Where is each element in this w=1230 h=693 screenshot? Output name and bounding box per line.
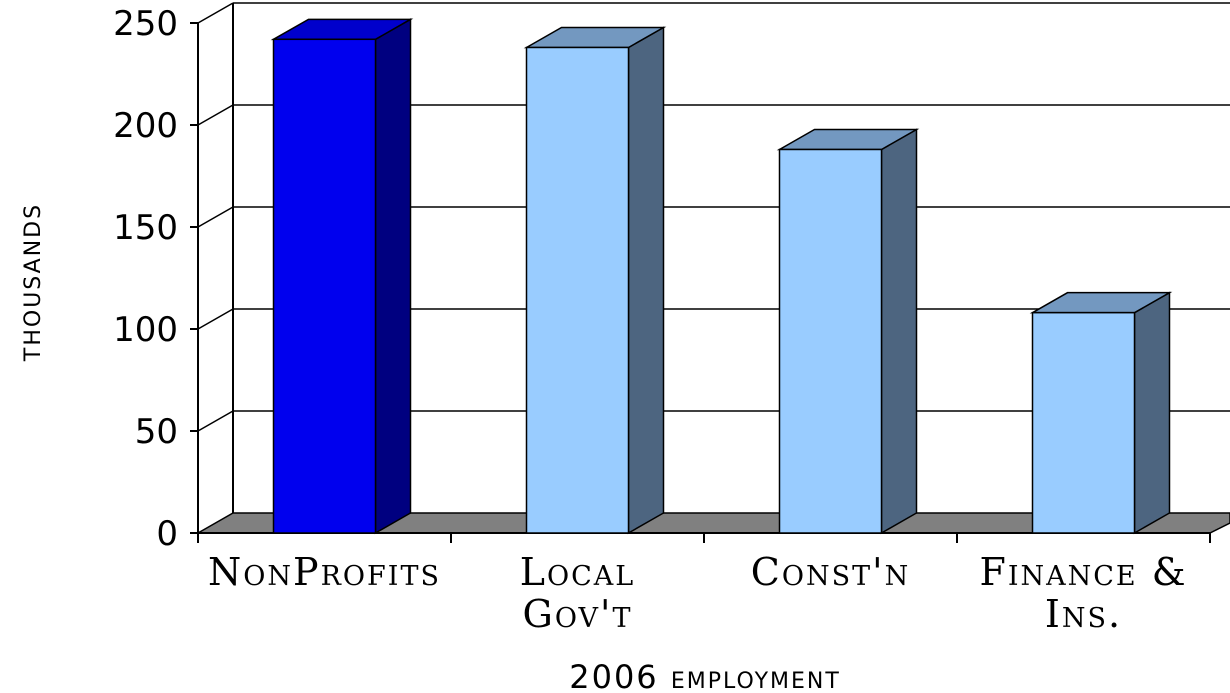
y-tick-label: 250 (113, 4, 178, 44)
bar-side (627, 26, 665, 535)
bar-front (778, 148, 883, 534)
bar (270, 18, 414, 535)
y-tick-label: 200 (113, 106, 178, 146)
y-tick-label: 100 (113, 310, 178, 350)
bar-front (1031, 311, 1136, 534)
gridline-side (197, 308, 234, 330)
bars (270, 18, 1173, 535)
x-category-label: Ins. (1045, 592, 1122, 636)
y-tick-label: 0 (156, 514, 178, 554)
bar (523, 26, 667, 535)
y-tick-labels: 0 50 100 150 200 250 (113, 4, 178, 554)
bar-side (374, 18, 412, 535)
x-category-label: Gov't (523, 592, 633, 636)
y-tick-label: 150 (113, 208, 178, 248)
bar-side (880, 128, 918, 535)
bar (776, 128, 920, 535)
gridline-side (197, 104, 234, 126)
x-category-label: Local (520, 550, 635, 594)
x-category-label: Finance & (979, 550, 1187, 594)
bar (1029, 291, 1173, 535)
bar-side (1133, 291, 1171, 535)
x-category-label: NonProfits (208, 550, 441, 594)
bar-front (525, 46, 630, 534)
x-axis-title: 2006 employment (569, 658, 841, 693)
y-tick-label: 50 (135, 412, 178, 452)
bar-front (272, 38, 377, 534)
gridline-side (197, 206, 234, 228)
y-axis-title: thousands (10, 203, 48, 362)
x-category-label: Const'n (751, 550, 910, 594)
gridline-side (197, 2, 234, 24)
gridline-side (197, 410, 234, 432)
